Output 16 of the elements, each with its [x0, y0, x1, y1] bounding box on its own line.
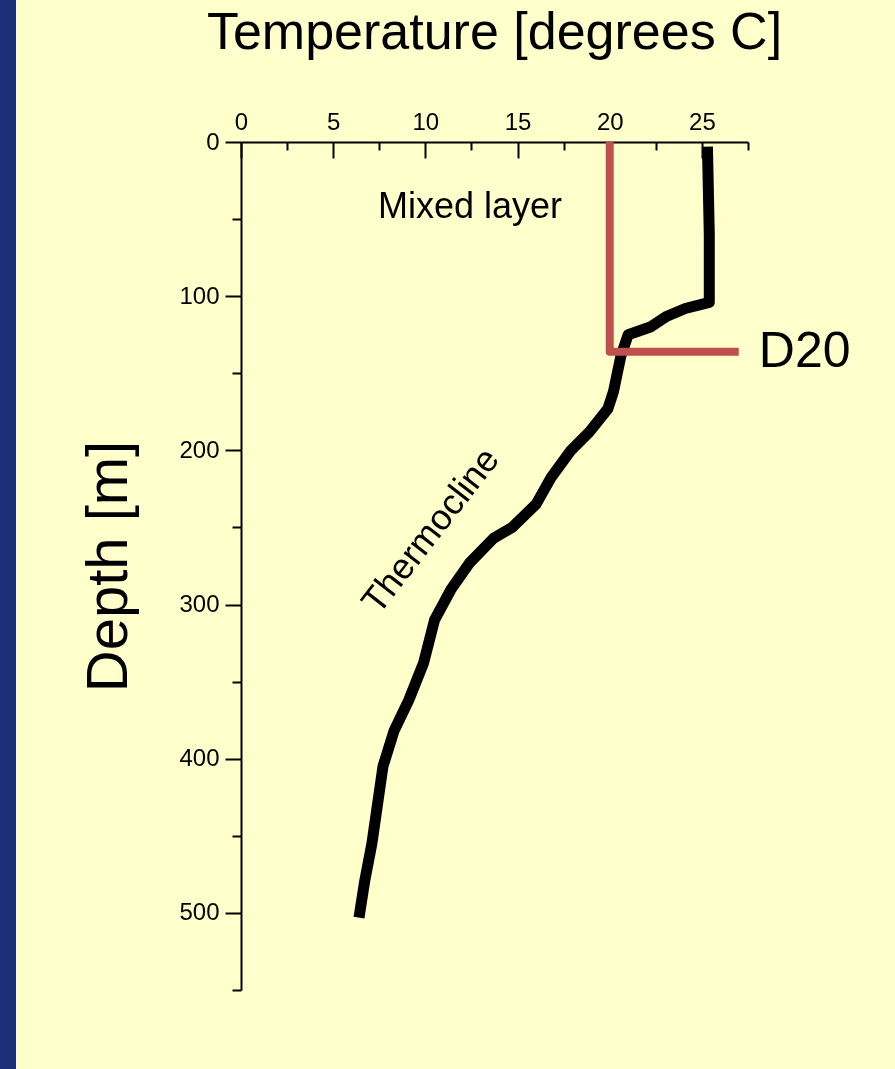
x-tick-label: 15	[504, 107, 532, 135]
annotation: Mixed layer	[377, 185, 563, 226]
x-tick-label: 0	[234, 107, 249, 135]
y-tick-label: 0	[206, 127, 220, 155]
x-tick-label: 10	[412, 107, 440, 135]
y-tick-label: 300	[179, 590, 220, 618]
y-tick-label: 500	[179, 898, 220, 926]
y-tick-label: 400	[179, 744, 220, 772]
x-tick-label: 25	[689, 107, 716, 135]
x-tick-label: 5	[327, 107, 341, 135]
y-axis-title: Depth [m]	[74, 440, 140, 693]
y-tick-label: 100	[179, 281, 220, 309]
series-label: D20	[758, 321, 851, 378]
y-tick-label: 200	[179, 435, 220, 463]
x-tick-label: 20	[596, 107, 624, 135]
chart-title: Temperature [degrees C]	[206, 2, 783, 60]
